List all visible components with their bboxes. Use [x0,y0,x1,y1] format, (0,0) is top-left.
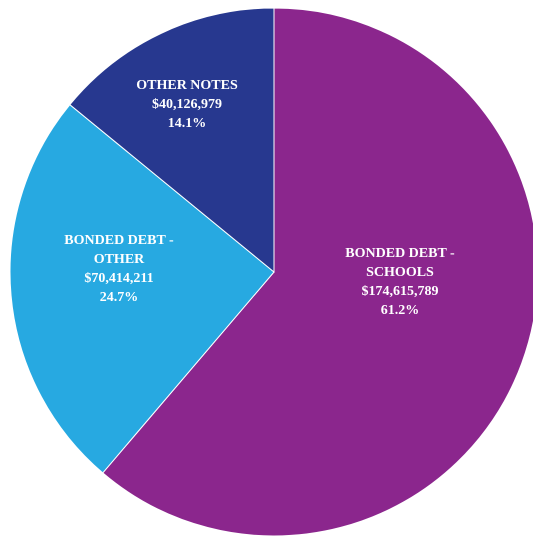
slice-label-name: OTHER [94,252,145,267]
slice-label-1: BONDED DEBT - OTHER $70,414,211 24.7% [64,233,174,305]
slice-label-amount: $40,126,979 [152,97,222,112]
slice-label-name: OTHER NOTES [136,78,238,93]
slice-label-name: SCHOOLS [366,265,434,280]
slice-label-amount: $174,615,789 [362,284,439,299]
pie-slice-1 [9,103,275,474]
pie-slice-2 [69,7,275,274]
slice-label-percent: 61.2% [381,303,420,318]
slice-label-name: BONDED DEBT - [345,246,455,261]
slice-label-percent: 24.7% [100,290,139,305]
slice-label-name: BONDED DEBT - [64,233,174,248]
slice-label-amount: $70,414,211 [84,271,153,286]
slice-label-0: BONDED DEBT - SCHOOLS $174,615,789 61.2% [345,246,455,318]
pie-slice-0 [102,7,533,536]
slice-label-2: OTHER NOTES $40,126,979 14.1% [136,78,238,131]
slice-label-percent: 14.1% [168,116,207,131]
